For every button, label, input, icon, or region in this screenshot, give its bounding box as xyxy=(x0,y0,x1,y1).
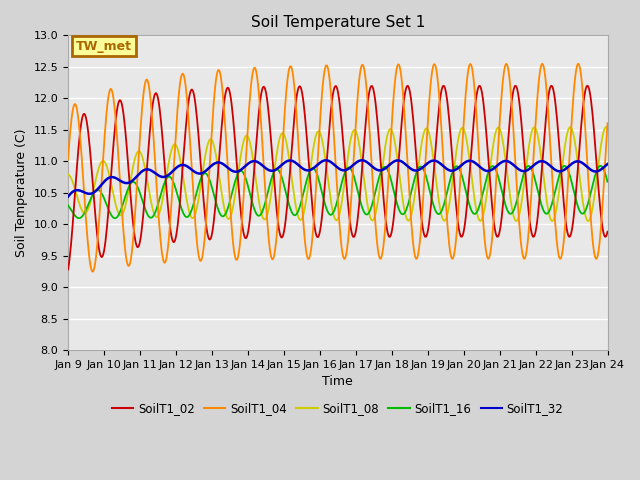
SoilT1_02 xyxy=(129,223,137,228)
SoilT1_32 xyxy=(64,194,72,200)
SoilT1_16 xyxy=(185,213,193,219)
SoilT1_32 xyxy=(74,187,82,193)
Line: SoilT1_16: SoilT1_16 xyxy=(68,166,607,218)
SoilT1_02 xyxy=(419,226,427,232)
Line: SoilT1_32: SoilT1_32 xyxy=(68,160,607,197)
Y-axis label: Soil Temperature (C): Soil Temperature (C) xyxy=(15,129,28,257)
X-axis label: Time: Time xyxy=(323,375,353,388)
SoilT1_16 xyxy=(111,216,118,221)
SoilT1_04 xyxy=(130,225,138,231)
SoilT1_04 xyxy=(404,168,412,173)
SoilT1_08 xyxy=(419,133,427,139)
SoilT1_04 xyxy=(64,157,72,163)
SoilT1_04 xyxy=(185,120,193,126)
Text: TW_met: TW_met xyxy=(76,39,132,52)
Legend: SoilT1_02, SoilT1_04, SoilT1_08, SoilT1_16, SoilT1_32: SoilT1_02, SoilT1_04, SoilT1_08, SoilT1_… xyxy=(108,397,568,420)
SoilT1_32 xyxy=(604,161,611,167)
SoilT1_02 xyxy=(74,154,82,159)
SoilT1_04 xyxy=(604,120,611,126)
Line: SoilT1_04: SoilT1_04 xyxy=(68,64,607,272)
SoilT1_32 xyxy=(184,164,192,170)
Line: SoilT1_08: SoilT1_08 xyxy=(68,127,607,221)
SoilT1_08 xyxy=(584,218,592,224)
SoilT1_32 xyxy=(323,157,330,163)
SoilT1_08 xyxy=(64,171,72,177)
SoilT1_02 xyxy=(64,266,72,272)
SoilT1_32 xyxy=(404,164,412,169)
SoilT1_16 xyxy=(597,163,605,169)
Title: Soil Temperature Set 1: Soil Temperature Set 1 xyxy=(251,15,425,30)
SoilT1_08 xyxy=(184,204,192,210)
SoilT1_02 xyxy=(584,83,591,89)
SoilT1_16 xyxy=(420,167,428,173)
SoilT1_16 xyxy=(64,203,72,208)
SoilT1_32 xyxy=(129,177,137,183)
SoilT1_08 xyxy=(129,162,137,168)
SoilT1_02 xyxy=(212,189,220,194)
SoilT1_04 xyxy=(574,61,582,67)
SoilT1_08 xyxy=(602,124,610,130)
SoilT1_04 xyxy=(420,187,428,193)
SoilT1_02 xyxy=(184,102,192,108)
SoilT1_02 xyxy=(604,229,611,235)
SoilT1_02 xyxy=(403,83,411,89)
SoilT1_16 xyxy=(130,179,138,185)
SoilT1_16 xyxy=(74,215,82,221)
SoilT1_08 xyxy=(604,125,611,131)
SoilT1_04 xyxy=(89,269,97,275)
SoilT1_32 xyxy=(212,160,220,166)
SoilT1_04 xyxy=(214,70,221,75)
SoilT1_08 xyxy=(212,156,220,162)
SoilT1_08 xyxy=(74,196,82,202)
SoilT1_08 xyxy=(403,217,411,223)
SoilT1_16 xyxy=(404,202,412,208)
SoilT1_32 xyxy=(420,164,428,169)
Line: SoilT1_02: SoilT1_02 xyxy=(68,86,607,269)
SoilT1_16 xyxy=(604,179,611,185)
SoilT1_16 xyxy=(214,204,221,210)
SoilT1_04 xyxy=(74,111,82,117)
